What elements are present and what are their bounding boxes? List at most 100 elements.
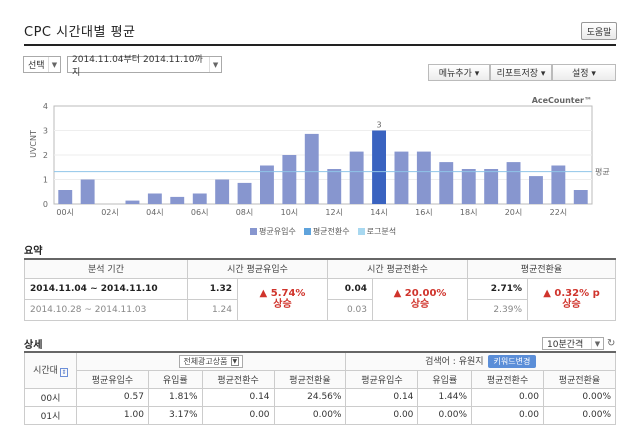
chart-x-ticks: 00시 02시 04시 06시 08시 10시 12시 14시 16시 18시 20시 22시 (56, 208, 567, 217)
legend-label: 평균전환수 (312, 227, 350, 236)
date-end: 2014.11.10 (142, 54, 195, 65)
bar-08 (237, 182, 252, 204)
table-row: 01시 1.00 3.17% 0.00 0.00% 0.00 0.00% 0.00 0.00% (24, 405, 616, 425)
date-to-suffix: 까지 (72, 54, 203, 78)
bar-22 (551, 165, 566, 204)
bar-01 (80, 179, 95, 204)
table-cell: 0.00 (471, 387, 544, 407)
chart-bars (58, 130, 588, 204)
x-tick-label: 06시 (191, 208, 209, 217)
hourly-bar-chart: 00시 02시 04시 06시 08시 10시 12시 14시 16시 18시 20시 22시 0 1 2… (29, 96, 610, 217)
rate-current: 2.71% (467, 277, 528, 300)
bar-21 (529, 176, 543, 204)
sort-icon: ⇕ (59, 368, 68, 378)
current-period: 2014.11.04 ~ 2014.11.10 (24, 277, 188, 300)
bar-13 (349, 151, 364, 204)
detail-column-header[interactable]: 평균전환율 (543, 369, 616, 389)
x-tick-label: 00시 (56, 208, 74, 217)
group2-header: 검색어 : 유원지 키워드변경 (345, 351, 616, 371)
summary-title: 요약 (24, 246, 43, 257)
table-cell: 1.00 (76, 405, 149, 425)
chevron-down-icon: ▼ (591, 338, 603, 349)
row-time: 01시 (24, 405, 77, 425)
chart-brand: AceCounter™ (532, 96, 592, 105)
conversions-current: 0.04 (327, 277, 373, 300)
chart-y-ticks: 0 1 2 3 4 (43, 102, 48, 209)
report-save-button[interactable]: 리포트저장 ▾ (490, 64, 552, 81)
summary-header-conversions: 시간 평균전환수 (327, 258, 468, 279)
table-cell: 0.00 (471, 405, 544, 425)
chart-legend: 평균유입수 평균전환수 로그분석 (250, 226, 396, 237)
table-cell: 0.00% (543, 387, 616, 407)
detail-table: 시간대 ⇕ 전체광고상품 ▼ 검색어 : 유원지 키워드변경 평균유입수 유입률 평균전환… (24, 351, 616, 425)
detail-column-headers: 평균유입수 유입률 평균전환수 평균전환율 평균유입수 유입률 평균전환수 평균전환율 (25, 369, 616, 389)
x-tick-label: 08시 (236, 208, 254, 217)
x-tick-label: 14시 (370, 208, 388, 217)
title-divider (24, 44, 616, 46)
legend-label: 평균유입수 (259, 227, 296, 236)
detail-column-header[interactable]: 평균전환율 (273, 369, 347, 389)
chart-y-label: UVCNT (29, 130, 38, 158)
up-arrow-icon: ▲ (543, 288, 551, 299)
summary-header-period: 분석 기간 (24, 258, 188, 279)
table-cell: 1.81% (147, 387, 203, 407)
page-title: CPC 시간대별 평균 (24, 25, 136, 40)
row-time: 00시 (24, 387, 77, 407)
keyword-change-button[interactable]: 키워드변경 (487, 355, 537, 369)
ad-product-select[interactable]: 전체광고상품 ▼ (179, 354, 244, 368)
bar-17 (439, 162, 454, 204)
table-cell: 0.00 (345, 405, 419, 425)
x-tick-label: 22시 (550, 208, 568, 217)
detail-title: 상세 (24, 340, 43, 351)
legend-swatch (303, 228, 311, 235)
legend-swatch (250, 228, 257, 235)
table-cell: 0.00% (543, 405, 616, 425)
table-row: 00시 0.57 1.81% 0.14 24.56% 0.14 1.44% 0.00 0.00% (24, 387, 616, 407)
summary-header-visits: 시간 평균유입수 (187, 258, 328, 279)
range-select[interactable]: 선택 ▼ (23, 56, 61, 73)
detail-rows: 00시 0.57 1.81% 0.14 24.56% 0.14 1.44% 0.00 0.00%… (24, 387, 616, 425)
bar-11 (304, 133, 319, 204)
x-tick-label: 18시 (460, 208, 478, 217)
visits-current: 1.32 (187, 277, 238, 300)
x-tick-label: 20시 (505, 208, 523, 217)
summary-table: 분석 기간 시간 평균유입수 시간 평균전환수 평균전환율 2014.11.04… (24, 258, 616, 321)
table-cell: 3.17% (147, 405, 203, 425)
time-header[interactable]: 시간대 ⇕ (24, 351, 77, 389)
group1-header: 전체광고상품 ▼ (75, 351, 347, 371)
chevron-down-icon: ▼ (48, 57, 60, 72)
chevron-down-icon: ▼ (230, 356, 240, 366)
rate-change: ▲ 0.32% p 상승 (527, 277, 616, 321)
interval-select-value: 10분간격 (547, 340, 584, 350)
detail-column-header[interactable]: 평균유입수 (345, 369, 419, 389)
help-button[interactable]: 도움말 (581, 22, 617, 40)
bar-03 (125, 200, 140, 204)
detail-column-header[interactable]: 유입률 (417, 369, 473, 389)
previous-period: 2014.10.28 ~ 2014.11.03 (24, 298, 188, 321)
table-cell: 1.44% (417, 387, 473, 407)
bar-00 (58, 190, 73, 204)
visits-previous: 1.24 (187, 298, 238, 321)
bar-14 (372, 130, 386, 204)
detail-column-header[interactable]: 평균유입수 (76, 369, 149, 389)
menu-add-button[interactable]: 메뉴추가 ▾ (428, 64, 490, 81)
refresh-icon[interactable]: ↻ (607, 338, 616, 349)
detail-column-header[interactable]: 유입률 (147, 369, 203, 389)
detail-column-header[interactable]: 평균전환수 (471, 369, 544, 389)
visits-change: ▲ 5.74% 상승 (237, 277, 328, 321)
interval-select[interactable]: 10분간격 ▼ (542, 337, 604, 350)
settings-button[interactable]: 설정 ▾ (552, 64, 616, 81)
summary-header-rate: 평균전환율 (467, 258, 616, 279)
table-cell: 0.00 (201, 405, 275, 425)
chevron-down-icon: ▼ (209, 57, 221, 72)
up-arrow-icon: ▲ (393, 288, 402, 299)
date-range-select[interactable]: 2014.11.04부터 2014.11.10까지 ▼ (67, 54, 222, 78)
average-label: 평균 (595, 167, 610, 177)
y-tick-label: 1 (43, 176, 48, 185)
rate-previous: 2.39% (467, 298, 528, 321)
detail-column-header[interactable]: 평균전환수 (201, 369, 275, 389)
bar-value-label: 3 (376, 121, 381, 130)
bar-18 (461, 169, 476, 204)
x-tick-label: 02시 (101, 208, 119, 217)
y-tick-label: 2 (43, 151, 48, 160)
